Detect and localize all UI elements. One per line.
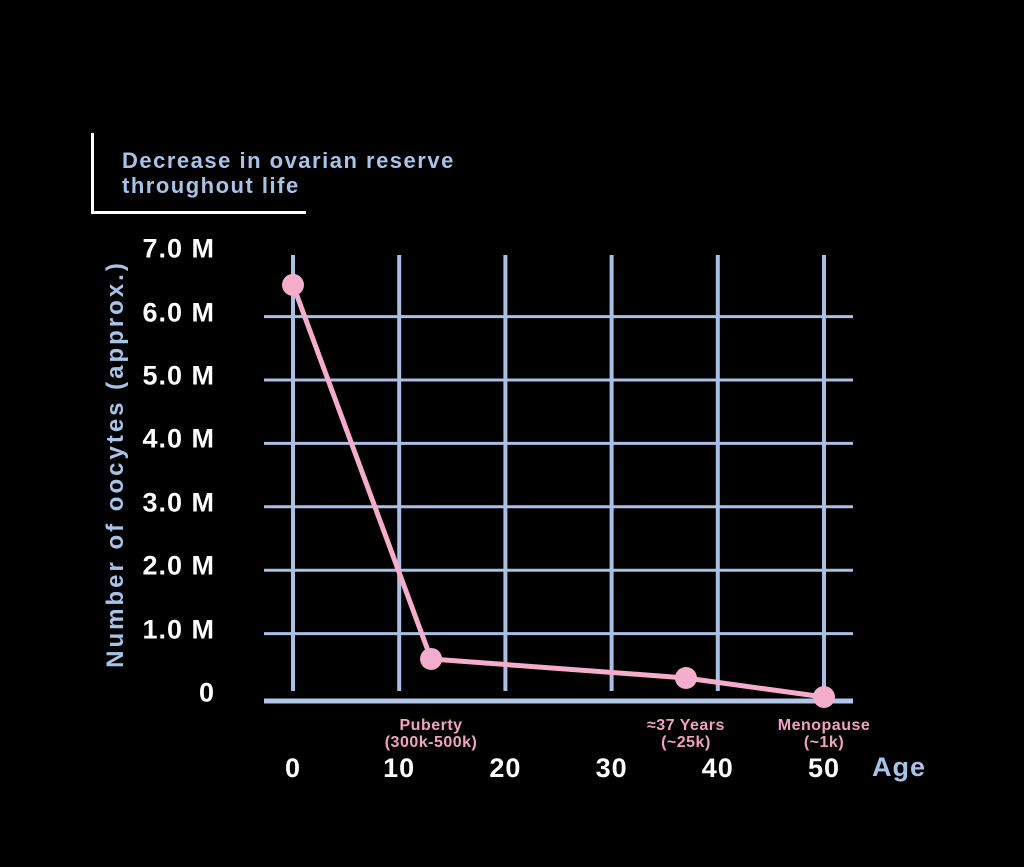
- chart-title-line1: Decrease in ovarian reserve: [122, 148, 455, 173]
- milestone-annotation: Puberty (300k-500k): [384, 717, 478, 751]
- annotation-title: Menopause: [777, 717, 871, 734]
- oocyte-decline-line: [290, 282, 827, 700]
- y-tick-label: 7.0 M: [142, 233, 215, 264]
- x-tick-label: 20: [489, 753, 522, 783]
- chart-title: Decrease in ovarian reserve throughout l…: [122, 148, 455, 198]
- chart-title-line2: throughout life: [122, 173, 300, 198]
- y-tick-label: 5.0 M: [142, 360, 215, 391]
- y-tick-label: 1.0 M: [142, 614, 215, 645]
- x-tick-label: 10: [383, 753, 416, 783]
- annotation-title: Puberty: [399, 717, 463, 734]
- milestone-annotation: Menopause (~1k): [777, 717, 871, 751]
- x-tick-label: 50: [807, 753, 841, 783]
- y-tick-label: 0: [198, 677, 215, 708]
- y-tick-label: 4.0 M: [142, 423, 215, 454]
- y-tick-label: 3.0 M: [142, 487, 215, 518]
- annotation-value: (~25k): [661, 733, 711, 751]
- y-tick-label: 6.0 M: [142, 297, 215, 328]
- annotation-title: ≈37 Years: [646, 717, 725, 734]
- title-bracket-vertical-line: [91, 133, 94, 214]
- data-point: [420, 647, 443, 670]
- data-point: [813, 686, 835, 708]
- data-point: [674, 666, 697, 689]
- milestone-annotation: ≈37 Years (~25k): [646, 717, 725, 751]
- annotation-value: (~1k): [803, 733, 845, 751]
- x-tick-label: 40: [701, 753, 734, 783]
- annotation-value: (300k-500k): [384, 733, 478, 751]
- y-tick-label: 2.0 M: [142, 550, 215, 581]
- title-bracket-horizontal-line: [91, 211, 306, 214]
- data-point: [282, 273, 304, 296]
- x-tick-label: 30: [595, 753, 628, 783]
- x-tick-label: 0: [284, 753, 302, 783]
- x-axis-title: Age: [872, 752, 927, 782]
